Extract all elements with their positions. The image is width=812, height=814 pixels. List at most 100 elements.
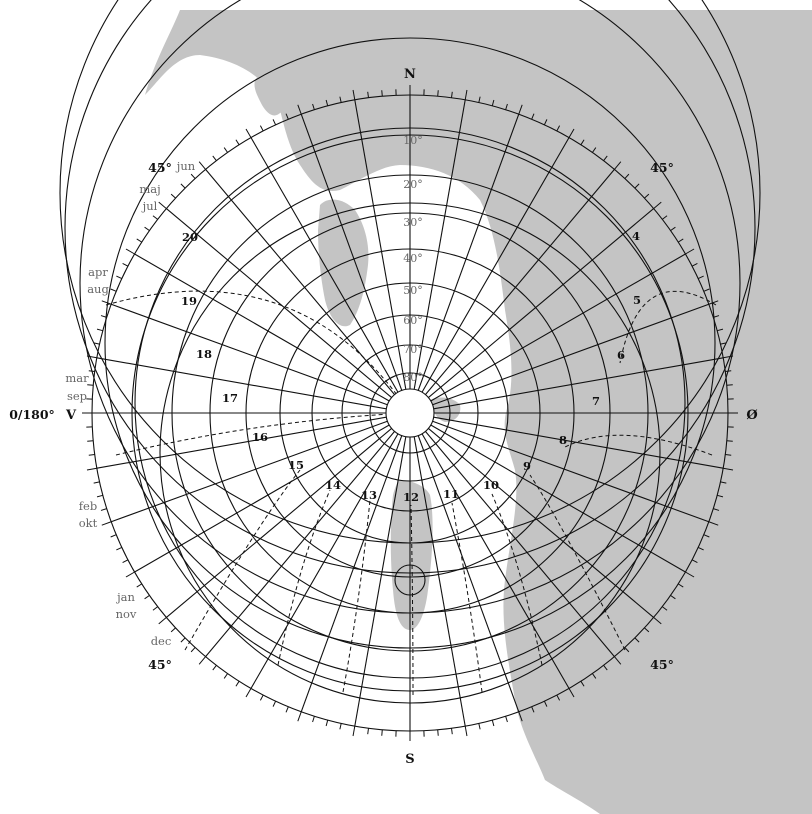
azimuth-tick [603,664,608,671]
azimuth-tick [116,275,123,280]
azimuth-tick [644,193,650,199]
azimuth-tick [634,637,640,643]
azimuth-tick [677,583,684,588]
azimuth-spoke [430,253,686,402]
azimuth-spoke [433,357,724,410]
azimuth-tick [101,521,112,526]
azimuth-tick [152,215,159,220]
azimuth-tick [644,627,650,633]
azimuth-tick [87,440,94,442]
azimuth-tick [87,384,94,386]
month-label-okt: okt [79,516,98,530]
azimuth-tick [272,119,277,126]
azimuth-tick [720,342,727,345]
azimuth-tick [685,571,695,578]
azimuth-tick [531,706,535,713]
hour-lines-dashed [105,290,717,696]
month-label-jul: jul [141,199,158,213]
azimuth-tick [198,161,206,170]
azimuth-tick [723,467,734,471]
hour-label-17: 17 [222,391,238,405]
azimuth-tick [96,328,103,332]
month-label-jan: jan [115,590,135,604]
azimuth-tick [505,103,508,110]
azimuth-tick [144,594,150,600]
azimuth-spoke [110,420,388,523]
azimuth-tick [212,155,217,162]
sun-path-arc [104,37,716,649]
azimuth-spoke [205,169,395,395]
hour-label-20: 20 [182,230,198,244]
azimuth-spoke [250,433,399,689]
azimuth-tick [478,96,481,103]
altitude-label-10: 10° [403,134,423,147]
azimuth-tick [568,128,575,138]
hour-label-4: 4 [632,229,640,243]
altitude-label-50: 50° [403,284,423,297]
azimuth-spoke [354,436,407,727]
azimuth-tick [726,384,733,386]
azimuth-tick [464,726,468,737]
corner-angle-label-ne: 45° [650,160,674,175]
azimuth-tick [634,183,640,189]
azimuth-tick [312,103,315,110]
altitude-label-30: 30° [403,216,423,229]
azimuth-tick [116,546,123,551]
azimuth-tick [518,711,523,722]
hour-line-dashed [115,412,411,456]
month-label-maj: maj [139,182,160,196]
direction-west-label: V [65,408,77,423]
azimuth-tick [190,647,196,653]
azimuth-tick [580,139,585,146]
sun-path-arc [59,0,761,544]
azimuth-tick [122,262,129,267]
azimuth-tick [352,726,356,737]
azimuth-tick [152,606,159,611]
azimuth-tick-marks [82,85,738,741]
azimuth-tick [717,494,724,498]
site-marker-circle [394,564,426,596]
hour-label-19: 19 [181,294,197,308]
sun-path-arc [134,127,686,679]
azimuth-tick [100,508,107,511]
hour-line-dashed [410,504,414,696]
azimuth-tick [339,96,342,103]
azimuth-tick [691,559,698,564]
azimuth-spoke [300,113,403,391]
corner-angle-label-nw: 45° [148,160,172,175]
zenith-disc [385,388,435,438]
map-land-east-spit [430,397,461,422]
sun-path-arc [159,202,661,704]
azimuth-tick [212,664,217,671]
corner-angle-label-se: 45° [650,657,674,672]
hour-line-dashed [105,290,411,414]
azimuth-tick [726,440,733,442]
hour-label-11: 11 [443,487,459,501]
azimuth-tick [367,728,369,735]
azimuth-spoke [300,435,403,713]
hour-label-5: 5 [633,293,641,307]
azimuth-tick [697,546,704,551]
azimuth-spoke [417,113,520,391]
hour-line-dashed [184,469,301,651]
month-label-nov: nov [116,607,137,621]
west-azimuth-label: 0/180° [9,407,55,422]
altitude-label-70: 70° [403,343,423,356]
azimuth-tick [110,534,117,538]
azimuth-tick [685,248,695,255]
azimuth-tick [285,113,289,120]
azimuth-tick [339,723,342,730]
azimuth-tick [223,673,229,679]
azimuth-spoke [110,303,388,406]
azimuth-spoke [413,436,466,727]
azimuth-tick [661,606,668,611]
azimuth-tick [367,91,369,98]
azimuth-tick [717,328,724,332]
hour-label-6: 6 [617,348,625,362]
azimuth-tick [259,125,264,132]
azimuth-tick [491,99,495,106]
azimuth-tick [505,716,508,723]
azimuth-tick [93,481,100,484]
hour-label-18: 18 [196,347,212,361]
